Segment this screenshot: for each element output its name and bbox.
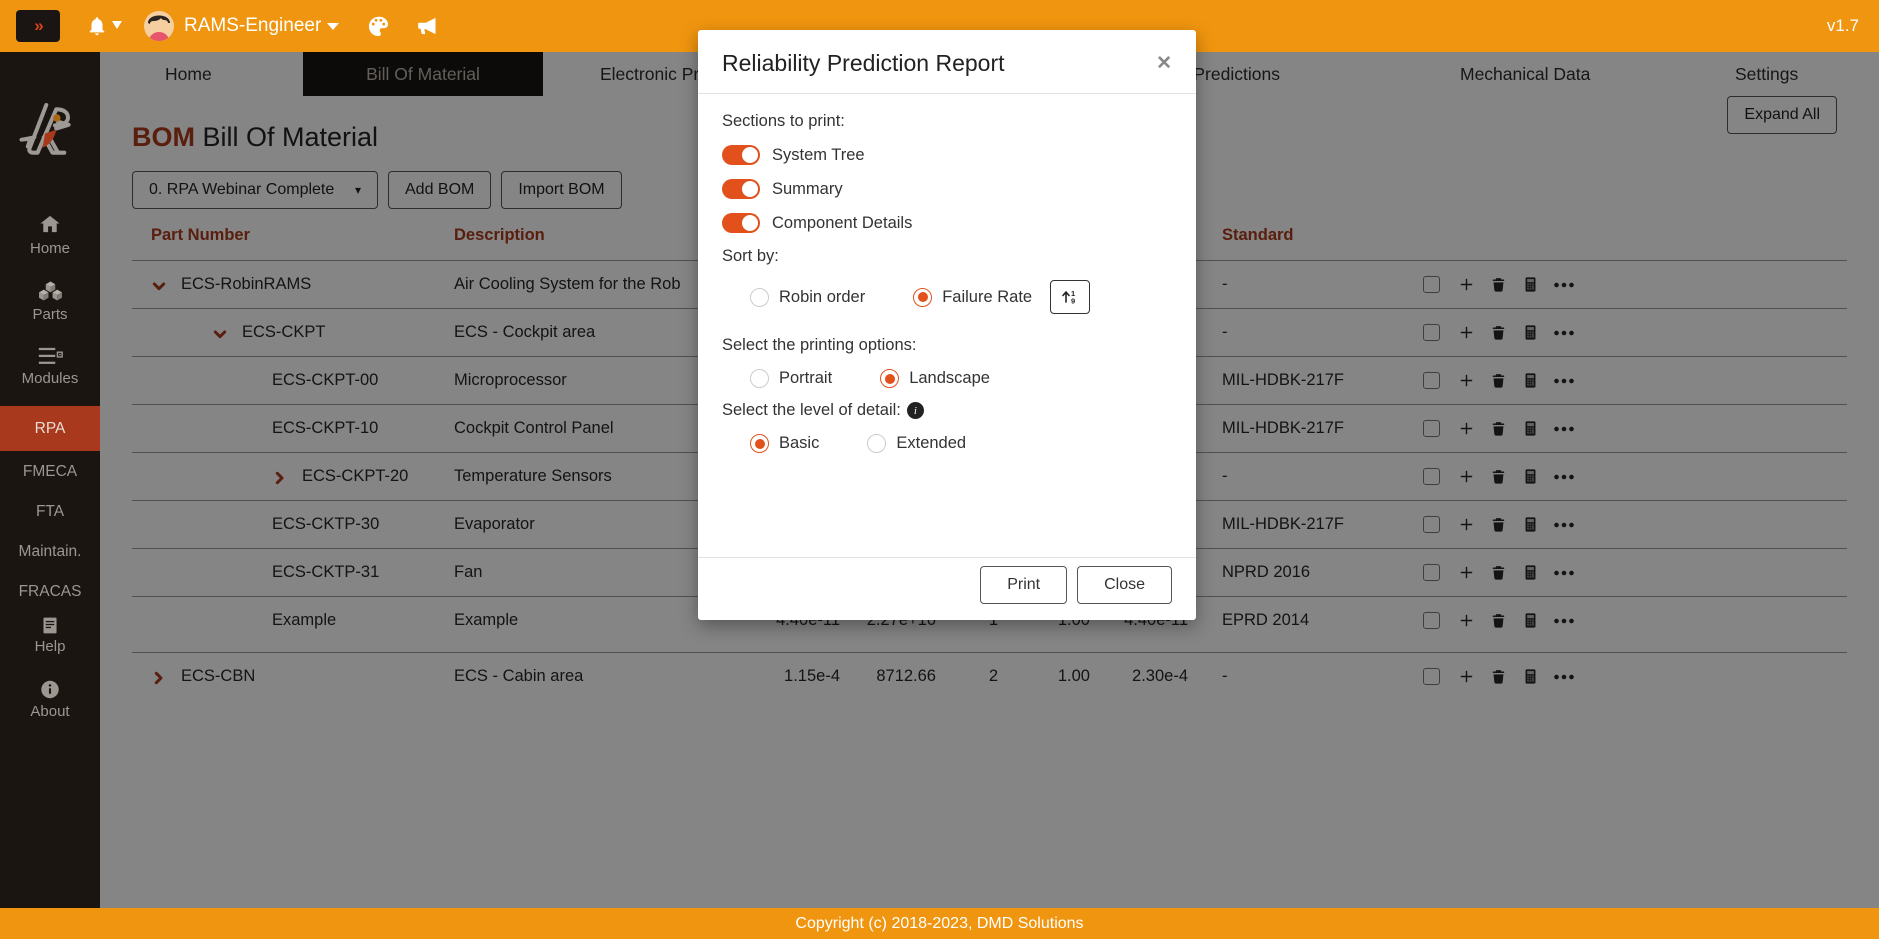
svg-text:9: 9 bbox=[1071, 297, 1075, 306]
